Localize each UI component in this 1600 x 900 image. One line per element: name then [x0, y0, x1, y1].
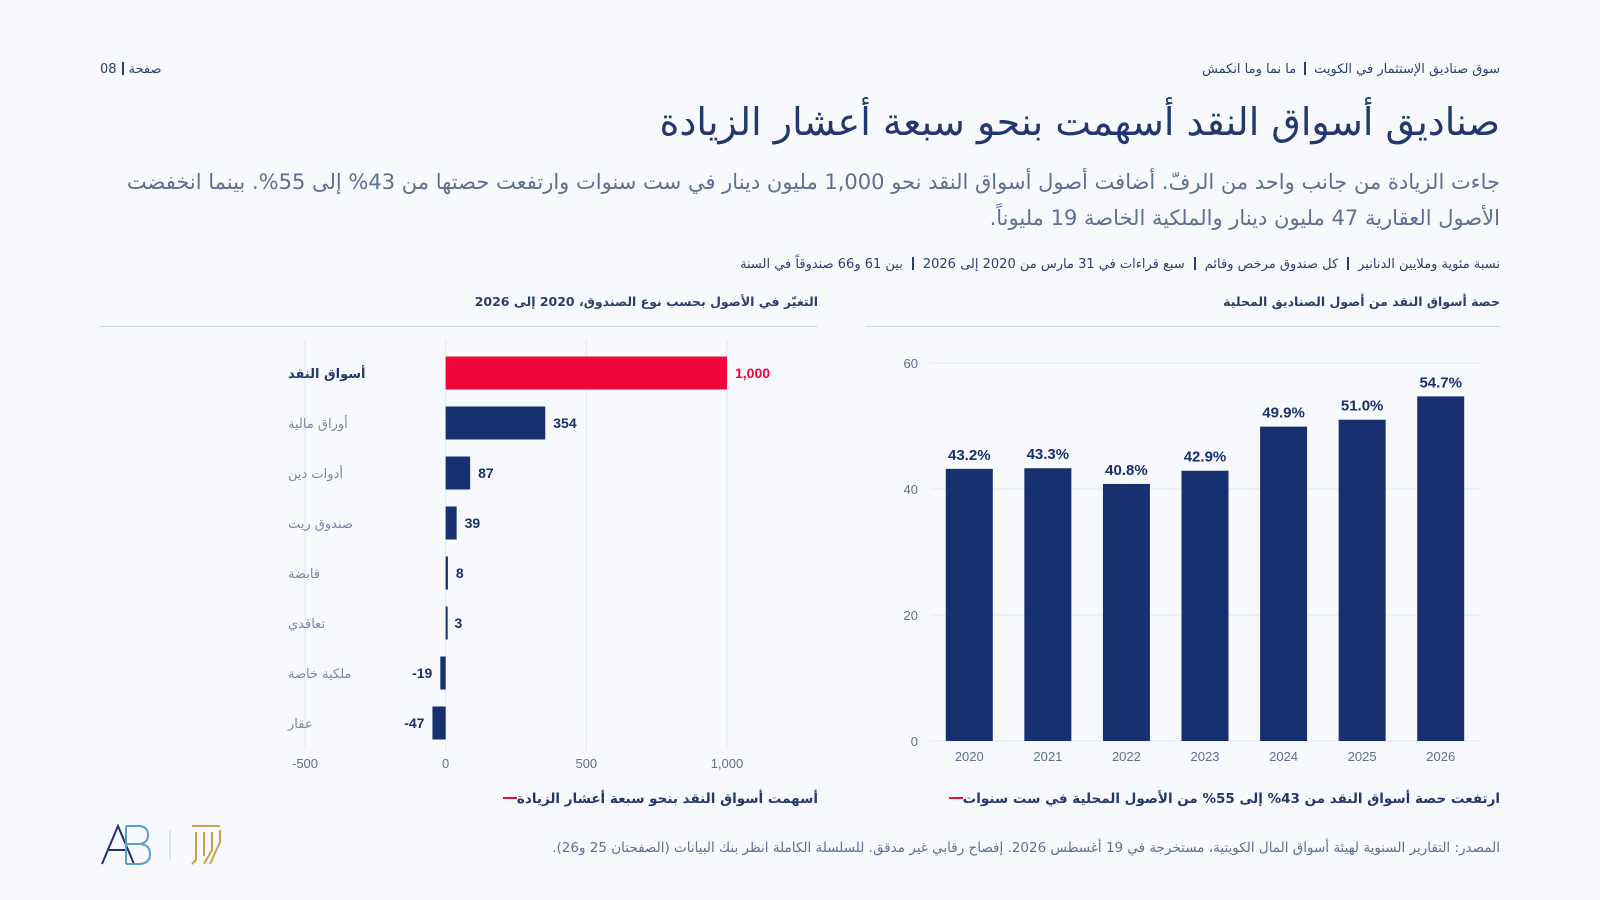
page-label: صفحة — [128, 62, 162, 77]
page-number-value: 08 — [100, 62, 117, 77]
right-panel-title: حصة أسواق النقد من أصول الصناديق المحلية — [1223, 294, 1500, 309]
breadcrumb: سوق صناديق الإستثمار في الكويت ما نما وما… — [1202, 62, 1500, 77]
bar — [445, 556, 448, 590]
x-tick-label: 2022 — [1112, 749, 1141, 764]
source-note: المصدر: التقارير السنوية لهيئة أسواق الم… — [552, 840, 1500, 856]
x-tick-label: 500 — [575, 756, 597, 771]
breadcrumb-subsection: ما نما وما انكمش — [1202, 62, 1297, 77]
bar-value-label: 354 — [553, 415, 577, 431]
meta-divider — [911, 257, 914, 270]
category-label: صندوق ريت — [288, 517, 353, 532]
left-panel-rule — [100, 326, 818, 327]
bar — [1417, 396, 1465, 741]
bar — [1260, 426, 1308, 741]
y-tick-label: 40 — [904, 482, 918, 497]
bar — [945, 468, 993, 741]
bar — [445, 456, 471, 490]
x-tick-label: 2020 — [955, 749, 984, 764]
right-panel-rule — [866, 326, 1500, 327]
bar-value-label: -19 — [412, 665, 432, 681]
meta-item: نسبة مئوية وملايين الدنانير — [1358, 257, 1500, 272]
bar — [440, 656, 446, 690]
ab-monogram-logo — [101, 823, 152, 865]
caption-marker — [502, 797, 517, 799]
category-label: أدوات دين — [288, 465, 343, 482]
x-tick-label: 1,000 — [711, 756, 744, 771]
bar — [445, 406, 546, 440]
y-tick-label: 60 — [904, 356, 918, 371]
meta-item: كل صندوق مرخص وقائم — [1204, 257, 1339, 272]
category-label: قابضة — [288, 567, 320, 582]
category-label: ملكية خاصة — [288, 667, 351, 682]
bar-value-label: 87 — [478, 465, 494, 481]
x-tick-label: 2021 — [1033, 749, 1062, 764]
bar-value-label: 54.7% — [1419, 374, 1462, 391]
bar-value-label: 39 — [465, 515, 481, 531]
brand-logo — [101, 823, 221, 865]
breadcrumb-section: سوق صناديق الإستثمار في الكويت — [1314, 62, 1500, 77]
meta-divider — [1347, 257, 1350, 270]
page-header: سوق صناديق الإستثمار في الكويت ما نما وما… — [100, 62, 1500, 82]
bar — [1338, 419, 1386, 741]
page-title: صناديق أسواق النقد أسهمت بنحو سبعة أعشار… — [659, 100, 1500, 144]
x-tick-label: -500 — [292, 756, 318, 771]
bar — [1102, 483, 1150, 741]
page-subtitle: جاءت الزيادة من جانب واحد من الرفّ. أضاف… — [126, 170, 1500, 230]
meta-item: بين 61 و66 صندوقاً في السنة — [740, 257, 903, 272]
page-number-divider — [121, 62, 124, 75]
x-tick-label: 2024 — [1269, 749, 1298, 764]
bar-value-label: 40.8% — [1105, 462, 1148, 479]
bar — [1024, 468, 1072, 741]
category-label: تعاقدي — [288, 617, 325, 632]
bar — [445, 506, 457, 540]
bar-value-label: 43.3% — [1027, 446, 1070, 463]
bar — [432, 706, 446, 740]
bar-value-label: 51.0% — [1341, 398, 1384, 415]
meta-divider — [1193, 257, 1196, 270]
right-panel-caption: ارتفعت حصة أسواق النقد من 43% إلى 55% من… — [939, 791, 1500, 807]
page-number: صفحة 08 — [100, 62, 162, 77]
bar — [1181, 470, 1229, 741]
footer-logos — [100, 820, 230, 868]
breadcrumb-divider — [1304, 62, 1307, 75]
bar-value-label: 49.9% — [1262, 405, 1305, 422]
bar — [445, 606, 448, 640]
caption-text: ارتفعت حصة أسواق النقد من 43% إلى 55% من… — [962, 791, 1500, 807]
bar-value-label: 3 — [455, 615, 463, 631]
left-panel-title: التغيّر في الأصول بحسب نوع الصندوق، 2020… — [474, 294, 818, 309]
category-label: عقار — [287, 717, 313, 732]
bar-value-label: -47 — [404, 715, 424, 731]
category-label: أسواق النقد — [288, 365, 366, 382]
bar-value-label: 42.9% — [1184, 449, 1227, 466]
caption-marker — [948, 797, 963, 799]
change-by-fund-type-chart: -500 0 500 1,000 1,000 أسواق النقد 354 أوراق ما… — [287, 340, 770, 771]
x-tick-label: 2025 — [1348, 749, 1377, 764]
bar — [445, 356, 727, 390]
x-tick-label: 2026 — [1426, 749, 1455, 764]
left-panel-caption: أسهمت أسواق النقد بنحو سبعة أعشار الزياد… — [493, 791, 818, 807]
meta-item: سبع قراءات في 31 مارس من 2020 إلى 2026 — [922, 257, 1185, 272]
caption-text: أسهمت أسواق النقد بنحو سبعة أعشار الزياد… — [516, 791, 818, 807]
bar-value-label: 1,000 — [735, 365, 770, 381]
category-label: أوراق مالية — [288, 415, 348, 432]
x-tick-label: 0 — [442, 756, 449, 771]
money-market-share-chart: 0 20 40 60 43.2% 2020 43.3% 2021 40.8% 2022 42.9% 2… — [904, 356, 1480, 764]
y-tick-label: 20 — [904, 608, 918, 623]
column-emblem-logo — [191, 825, 221, 865]
y-tick-label: 0 — [911, 734, 918, 749]
x-tick-label: 2023 — [1191, 749, 1220, 764]
bar-value-label: 8 — [456, 565, 464, 581]
meta-line: نسبة مئوية وملايين الدنانير كل صندوق مرخص… — [100, 257, 1500, 272]
bar-value-label: 43.2% — [948, 447, 991, 464]
